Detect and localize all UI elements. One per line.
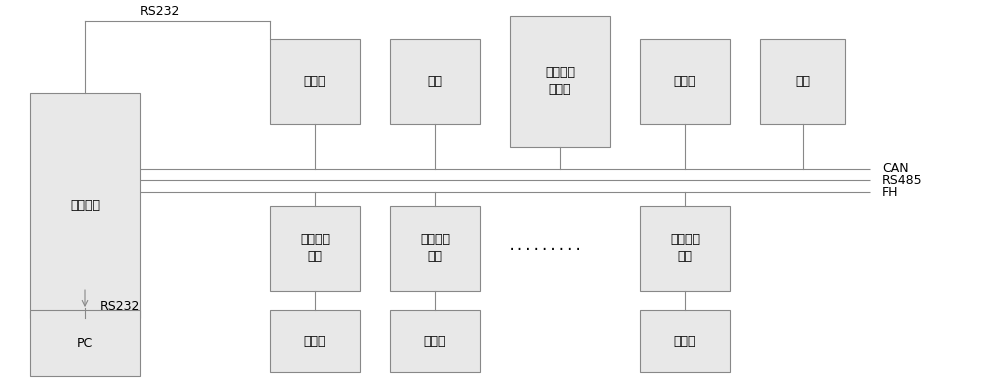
Bar bbox=[510, 16, 610, 147]
Bar bbox=[640, 310, 730, 372]
Text: RS485: RS485 bbox=[882, 174, 923, 187]
Bar bbox=[640, 39, 730, 124]
Text: 误差计算
单元: 误差计算 单元 bbox=[670, 233, 700, 263]
Text: 标准表: 标准表 bbox=[304, 75, 326, 88]
Text: 监控器: 监控器 bbox=[674, 75, 696, 88]
Text: 误差计算
单元: 误差计算 单元 bbox=[420, 233, 450, 263]
Text: CAN: CAN bbox=[882, 162, 909, 175]
Text: 总控中心: 总控中心 bbox=[70, 199, 100, 212]
Bar bbox=[270, 310, 360, 372]
Bar bbox=[270, 206, 360, 291]
Text: RS232: RS232 bbox=[140, 5, 180, 18]
Text: 被检表: 被检表 bbox=[424, 335, 446, 348]
Text: 误差计算
单元: 误差计算 单元 bbox=[300, 233, 330, 263]
Text: 键盘: 键盘 bbox=[795, 75, 810, 88]
Text: 被检表: 被检表 bbox=[304, 335, 326, 348]
Bar bbox=[30, 93, 140, 318]
Text: 电源: 电源 bbox=[428, 75, 442, 88]
Bar bbox=[640, 206, 730, 291]
Text: 电流谐波
发生器: 电流谐波 发生器 bbox=[545, 66, 575, 97]
Text: PC: PC bbox=[77, 337, 93, 350]
Bar bbox=[760, 39, 845, 124]
Bar bbox=[390, 206, 480, 291]
Bar bbox=[30, 310, 140, 376]
Text: FH: FH bbox=[882, 185, 898, 199]
Text: RS232: RS232 bbox=[100, 300, 140, 313]
Bar bbox=[390, 39, 480, 124]
Bar bbox=[270, 39, 360, 124]
Bar bbox=[390, 310, 480, 372]
Text: ·········: ········· bbox=[507, 243, 583, 257]
Text: 被检表: 被检表 bbox=[674, 335, 696, 348]
